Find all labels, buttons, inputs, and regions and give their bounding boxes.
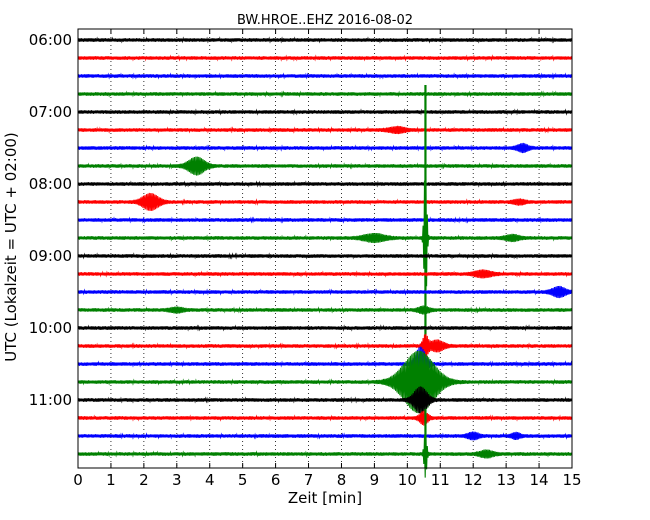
y-tick-label: 11:00 (29, 391, 72, 409)
trace-0700 (77, 108, 573, 116)
chart-title: BW.HROE..EHZ 2016-08-02 (237, 13, 413, 28)
y-tick-label: 09:00 (29, 247, 72, 265)
trace-0800 (77, 180, 573, 188)
trace-0715 (77, 125, 573, 135)
x-tick-label: 1 (106, 471, 116, 489)
trace-0815 (77, 192, 573, 211)
y-tick-label: 08:00 (29, 175, 72, 193)
y-tick-label: 10:00 (29, 319, 72, 337)
x-tick-label: 14 (530, 471, 549, 489)
x-tick-label: 4 (205, 471, 215, 489)
x-tick-label: 15 (562, 471, 581, 489)
x-tick-label: 8 (337, 471, 347, 489)
x-tick-label: 3 (172, 471, 182, 489)
trace-1115 (77, 410, 573, 426)
seismic-traces (77, 36, 573, 478)
trace-1030 (77, 346, 573, 382)
trace-0600 (77, 36, 573, 44)
x-tick-label: 10 (398, 471, 417, 489)
plot-frame (77, 28, 573, 469)
x-tick-label: 0 (73, 471, 83, 489)
trace-0745 (77, 156, 573, 176)
x-tick-label: 2 (139, 471, 149, 489)
trace-0930 (77, 285, 573, 299)
x-tick-label: 9 (370, 471, 380, 489)
y-axis-ticks: 06:00 07:00 08:00 09:00 10:00 11:00 (29, 31, 572, 409)
x-axis-label: Zeit [min] (288, 489, 362, 507)
trace-1000 (77, 324, 573, 332)
trace-0630 (77, 72, 573, 80)
trace-1145 (77, 431, 573, 478)
x-tick-label: 11 (431, 471, 450, 489)
y-tick-label: 07:00 (29, 103, 72, 121)
trace-1045 (77, 350, 573, 414)
x-tick-label: 13 (497, 471, 516, 489)
trace-0830 (77, 216, 573, 224)
x-tick-label: 12 (464, 471, 483, 489)
x-tick-label: 5 (238, 471, 248, 489)
trace-0645 (77, 90, 573, 98)
y-tick-label: 06:00 (29, 31, 72, 49)
trace-0730 (77, 142, 573, 154)
trace-1015 (77, 333, 573, 359)
trace-1100 (77, 386, 573, 414)
trace-0945 (77, 305, 573, 315)
trace-0615 (77, 54, 573, 62)
trace-0915 (77, 269, 573, 279)
trace-1130 (77, 431, 573, 441)
trace-0845 (77, 165, 573, 315)
trace-0900 (77, 252, 573, 260)
x-tick-label: 7 (304, 471, 314, 489)
y-axis-label: UTC (Lokalzeit = UTC + 02:00) (2, 132, 20, 362)
x-axis-ticks: 0 1 2 3 4 5 6 7 8 9 10 11 12 13 14 15 (73, 29, 582, 489)
x-tick-label: 6 (271, 471, 281, 489)
